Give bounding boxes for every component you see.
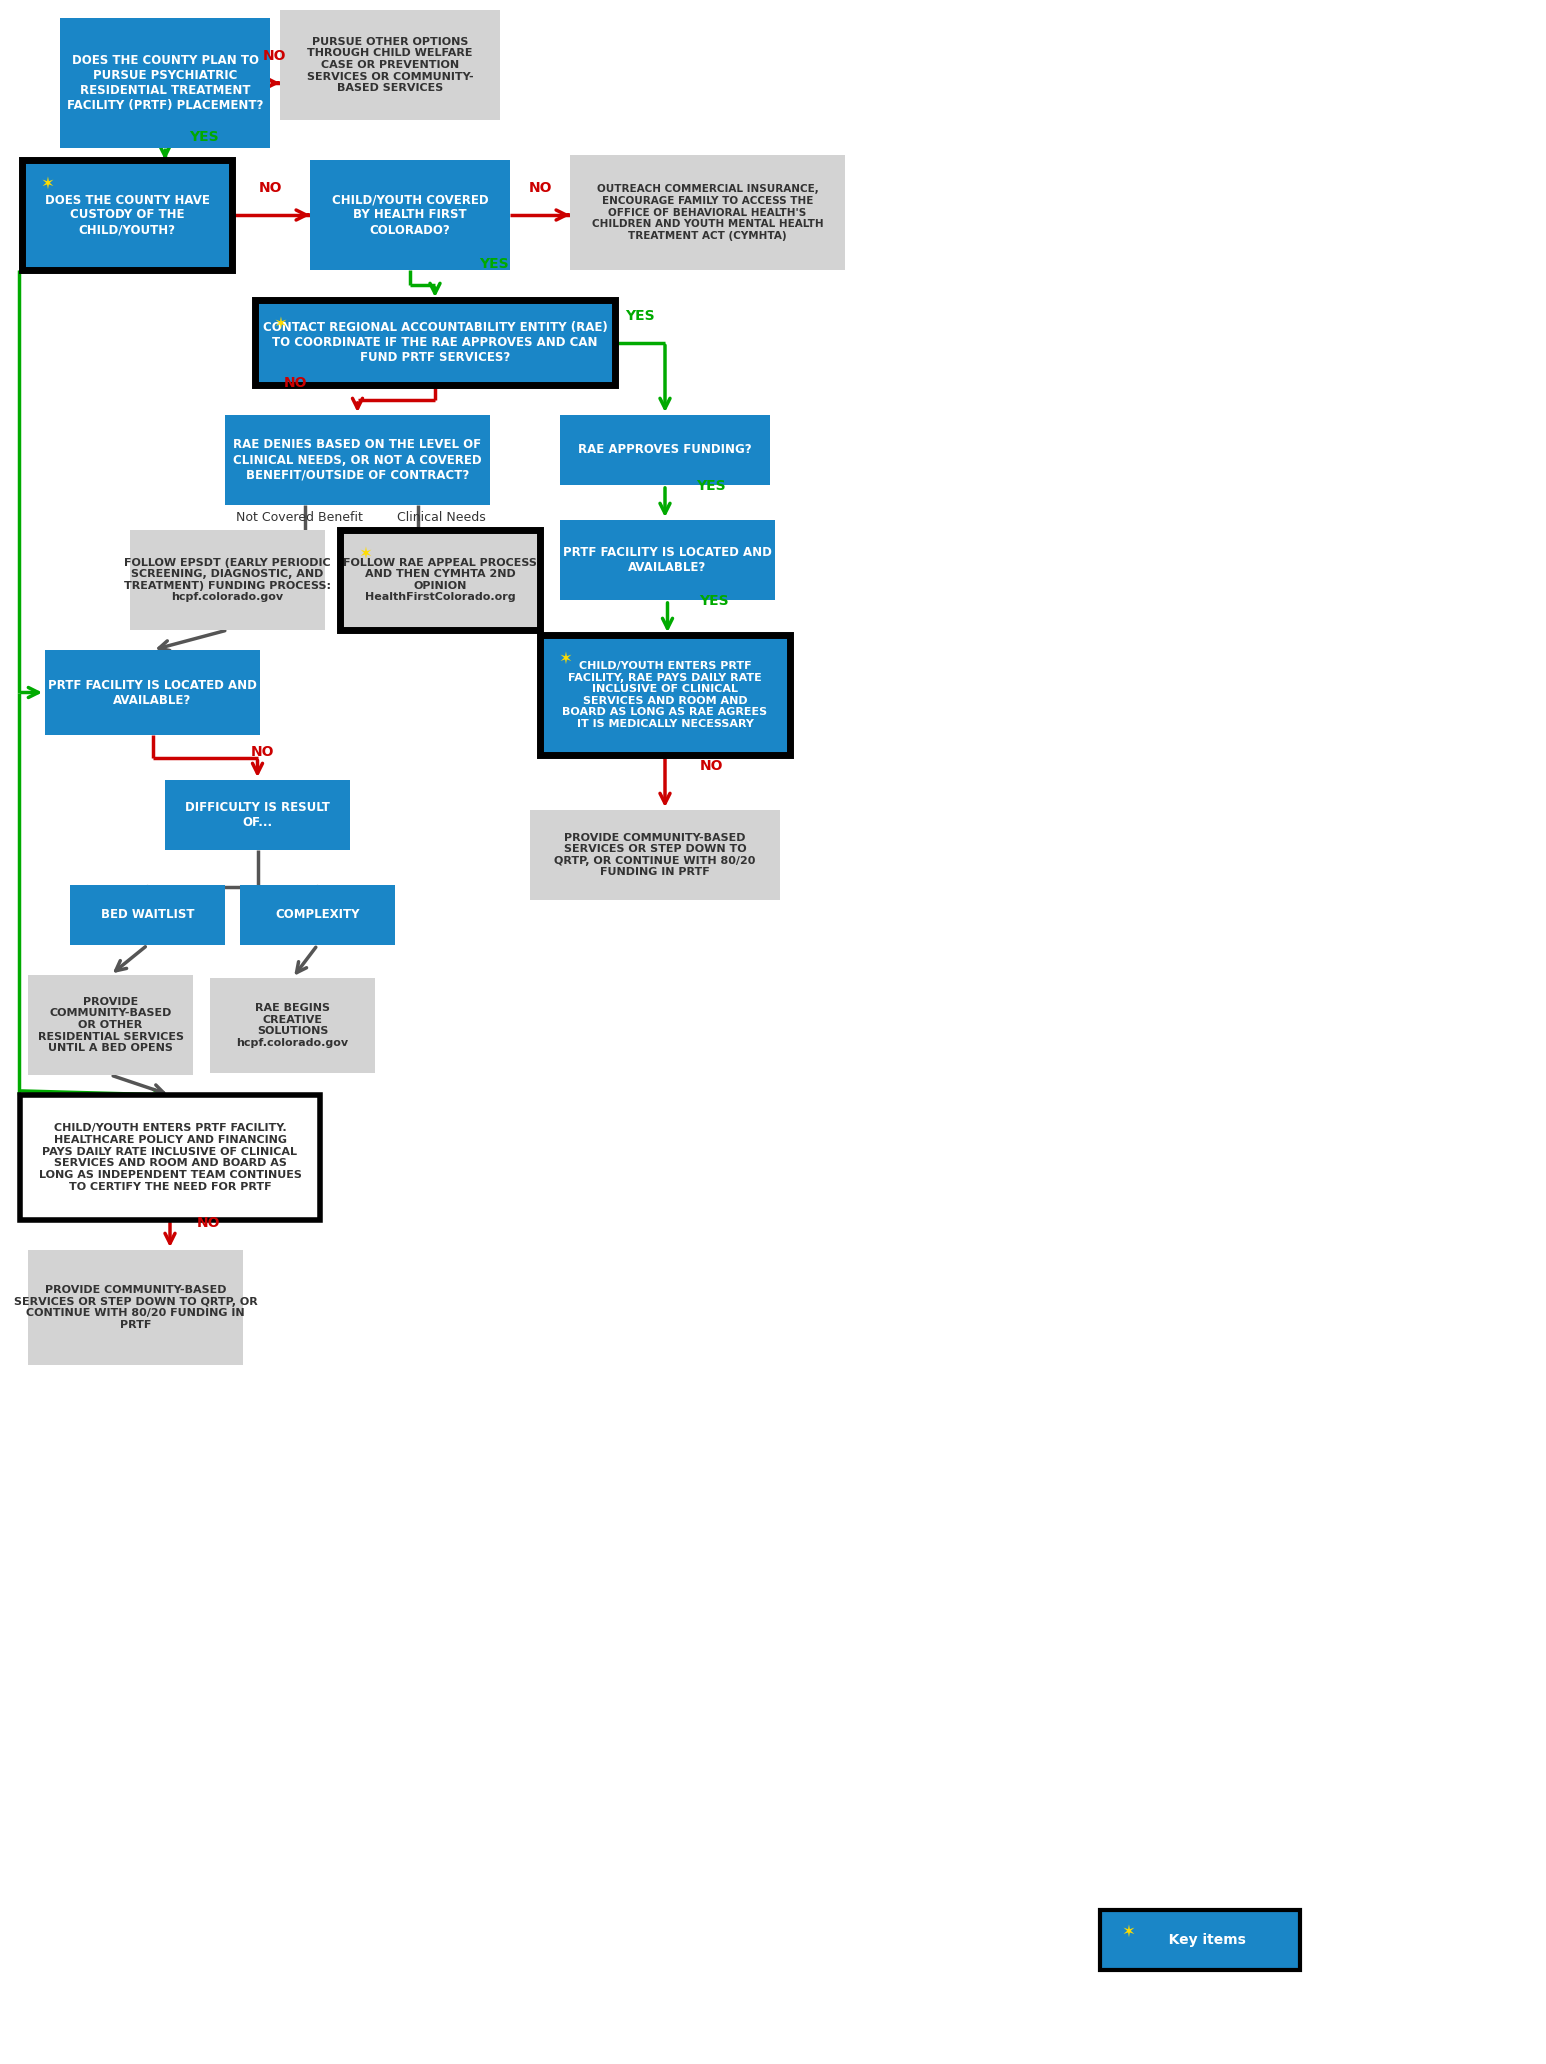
Text: NO: NO: [263, 50, 286, 64]
Text: PURSUE OTHER OPTIONS
THROUGH CHILD WELFARE
CASE OR PREVENTION
SERVICES OR COMMUN: PURSUE OTHER OPTIONS THROUGH CHILD WELFA…: [306, 37, 473, 93]
Text: ✶: ✶: [558, 650, 572, 667]
FancyBboxPatch shape: [280, 10, 499, 120]
Text: CHILD/YOUTH ENTERS PRTF FACILITY.
HEALTHCARE POLICY AND FINANCING
PAYS DAILY RAT: CHILD/YOUTH ENTERS PRTF FACILITY. HEALTH…: [39, 1123, 301, 1191]
Text: PROVIDE
COMMUNITY-BASED
OR OTHER
RESIDENTIAL SERVICES
UNTIL A BED OPENS: PROVIDE COMMUNITY-BASED OR OTHER RESIDEN…: [37, 997, 184, 1053]
Text: DOES THE COUNTY HAVE
CUSTODY OF THE
CHILD/YOUTH?: DOES THE COUNTY HAVE CUSTODY OF THE CHIL…: [45, 194, 209, 237]
Text: NO: NO: [529, 182, 552, 196]
Text: Not Covered Benefit: Not Covered Benefit: [237, 512, 363, 524]
FancyBboxPatch shape: [540, 636, 790, 755]
Text: NO: NO: [196, 1216, 221, 1230]
Text: FOLLOW EPSDT (EARLY PERIODIC
SCREENING, DIAGNOSTIC, AND
TREATMENT) FUNDING PROCE: FOLLOW EPSDT (EARLY PERIODIC SCREENING, …: [124, 557, 331, 603]
Text: CHILD/YOUTH COVERED
BY HEALTH FIRST
COLORADO?: CHILD/YOUTH COVERED BY HEALTH FIRST COLO…: [332, 194, 489, 237]
Text: YES: YES: [625, 310, 656, 322]
FancyBboxPatch shape: [70, 885, 226, 945]
Text: NO: NO: [700, 760, 724, 774]
Text: YES: YES: [189, 130, 218, 144]
Text: OUTREACH COMMERCIAL INSURANCE,
ENCOURAGE FAMILY TO ACCESS THE
OFFICE OF BEHAVIOR: OUTREACH COMMERCIAL INSURANCE, ENCOURAGE…: [592, 184, 824, 241]
FancyBboxPatch shape: [28, 974, 193, 1075]
Text: Clinical Needs: Clinical Needs: [397, 512, 485, 524]
Text: RAE APPROVES FUNDING?: RAE APPROVES FUNDING?: [578, 444, 751, 456]
Text: ✶: ✶: [274, 314, 288, 332]
FancyBboxPatch shape: [226, 415, 490, 506]
Text: RAE DENIES BASED ON THE LEVEL OF
CLINICAL NEEDS, OR NOT A COVERED
BENEFIT/OUTSID: RAE DENIES BASED ON THE LEVEL OF CLINICA…: [233, 438, 482, 481]
Text: YES: YES: [699, 594, 728, 609]
FancyBboxPatch shape: [28, 1251, 243, 1364]
FancyBboxPatch shape: [255, 299, 615, 386]
Text: PRTF FACILITY IS LOCATED AND
AVAILABLE?: PRTF FACILITY IS LOCATED AND AVAILABLE?: [48, 679, 257, 706]
Text: COMPLEXITY: COMPLEXITY: [275, 908, 360, 921]
FancyBboxPatch shape: [560, 520, 775, 601]
Text: NO: NO: [260, 182, 283, 196]
FancyBboxPatch shape: [530, 809, 781, 900]
Text: BED WAITLIST: BED WAITLIST: [100, 908, 195, 921]
FancyBboxPatch shape: [570, 155, 846, 270]
Text: CHILD/YOUTH ENTERS PRTF
FACILITY, RAE PAYS DAILY RATE
INCLUSIVE OF CLINICAL
SERV: CHILD/YOUTH ENTERS PRTF FACILITY, RAE PA…: [563, 660, 767, 729]
FancyBboxPatch shape: [311, 161, 510, 270]
FancyBboxPatch shape: [165, 780, 349, 850]
Text: ✶: ✶: [359, 545, 373, 563]
FancyBboxPatch shape: [45, 650, 260, 735]
Text: ✶: ✶: [1122, 1922, 1135, 1940]
Text: DOES THE COUNTY PLAN TO
PURSUE PSYCHIATRIC
RESIDENTIAL TREATMENT
FACILITY (PRTF): DOES THE COUNTY PLAN TO PURSUE PSYCHIATR…: [66, 54, 263, 111]
Text: PRTF FACILITY IS LOCATED AND
AVAILABLE?: PRTF FACILITY IS LOCATED AND AVAILABLE?: [563, 547, 771, 574]
FancyBboxPatch shape: [210, 978, 376, 1073]
Text: NO: NO: [284, 376, 308, 390]
Text: RAE BEGINS
CREATIVE
SOLUTIONS
hcpf.colorado.gov: RAE BEGINS CREATIVE SOLUTIONS hcpf.color…: [237, 1003, 348, 1049]
FancyBboxPatch shape: [240, 885, 394, 945]
FancyBboxPatch shape: [340, 530, 540, 630]
FancyBboxPatch shape: [60, 19, 271, 149]
Text: YES: YES: [479, 258, 509, 270]
Text: FOLLOW RAE APPEAL PROCESS
AND THEN CYMHTA 2ND
OPINION
HealthFirstColorado.org: FOLLOW RAE APPEAL PROCESS AND THEN CYMHT…: [343, 557, 536, 603]
FancyBboxPatch shape: [130, 530, 325, 630]
FancyBboxPatch shape: [1101, 1909, 1300, 1969]
FancyBboxPatch shape: [560, 415, 770, 485]
Text: Key items: Key items: [1153, 1934, 1246, 1946]
Text: PROVIDE COMMUNITY-BASED
SERVICES OR STEP DOWN TO QRTP, OR
CONTINUE WITH 80/20 FU: PROVIDE COMMUNITY-BASED SERVICES OR STEP…: [14, 1286, 257, 1329]
Text: CONTACT REGIONAL ACCOUNTABILITY ENTITY (RAE)
TO COORDINATE IF THE RAE APPROVES A: CONTACT REGIONAL ACCOUNTABILITY ENTITY (…: [263, 322, 608, 363]
Text: DIFFICULTY IS RESULT
OF...: DIFFICULTY IS RESULT OF...: [186, 801, 329, 830]
Text: PROVIDE COMMUNITY-BASED
SERVICES OR STEP DOWN TO
QRTP, OR CONTINUE WITH 80/20
FU: PROVIDE COMMUNITY-BASED SERVICES OR STEP…: [555, 832, 756, 877]
Text: NO: NO: [250, 745, 274, 757]
Text: YES: YES: [697, 479, 727, 493]
Text: ✶: ✶: [40, 175, 54, 192]
FancyBboxPatch shape: [22, 161, 232, 270]
FancyBboxPatch shape: [20, 1096, 320, 1220]
